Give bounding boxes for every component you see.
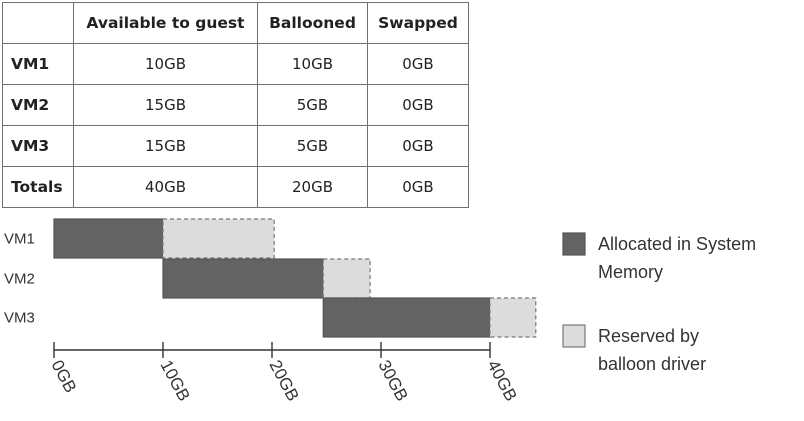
cell-ballooned: 5GB xyxy=(257,84,368,126)
header-cell-available: Available to guest xyxy=(73,2,258,44)
vm-row-label: VM2 xyxy=(4,271,35,288)
cell-ballooned: 20GB xyxy=(257,166,368,208)
cell-available: 40GB xyxy=(73,166,258,208)
header-cell-swapped: Swapped xyxy=(367,2,469,44)
x-tick-label: 10GB xyxy=(156,357,193,404)
memory-table: Available to guest Ballooned Swapped VM1… xyxy=(2,2,469,208)
x-tick-label: 20GB xyxy=(265,357,302,404)
vm-row-label: VM1 xyxy=(4,231,35,248)
legend-label: Reserved by xyxy=(598,326,699,346)
cell-ballooned: 10GB xyxy=(257,43,368,85)
cell-available: 15GB xyxy=(73,84,258,126)
allocated-memory-bar xyxy=(162,258,324,299)
vm-row-label: VM3 xyxy=(4,310,35,327)
allocated-memory-bar xyxy=(322,297,491,338)
legend-swatch-allocated xyxy=(562,232,586,256)
header-cell-corner xyxy=(2,2,74,44)
cell-swapped: 0GB xyxy=(367,84,469,126)
table-header-row: Available to guest Ballooned Swapped xyxy=(2,2,469,44)
x-tick-label: 40GB xyxy=(483,357,520,404)
cell-available: 15GB xyxy=(73,125,258,167)
row-label: VM2 xyxy=(2,84,74,126)
row-label: VM1 xyxy=(2,43,74,85)
cell-swapped: 0GB xyxy=(367,43,469,85)
header-cell-ballooned: Ballooned xyxy=(257,2,368,44)
table-row: VM1 10GB 10GB 0GB xyxy=(2,43,469,85)
reserved-balloon-bar xyxy=(322,258,371,299)
row-label: VM3 xyxy=(2,125,74,167)
table-row-totals: Totals 40GB 20GB 0GB xyxy=(2,166,469,208)
legend-label: Allocated in System xyxy=(598,234,756,254)
legend-swatch-reserved xyxy=(562,324,586,348)
reserved-balloon-bar xyxy=(489,297,537,338)
cell-swapped: 0GB xyxy=(367,125,469,167)
row-label: Totals xyxy=(2,166,74,208)
legend-label: Memory xyxy=(598,262,663,282)
table-row: VM3 15GB 5GB 0GB xyxy=(2,125,469,167)
cell-available: 10GB xyxy=(73,43,258,85)
cell-ballooned: 5GB xyxy=(257,125,368,167)
table-row: VM2 15GB 5GB 0GB xyxy=(2,84,469,126)
allocated-memory-bar xyxy=(53,218,164,259)
reserved-balloon-bar xyxy=(162,218,275,259)
x-tick-label: 30GB xyxy=(374,357,411,404)
x-tick-label: 0GB xyxy=(47,357,80,396)
cell-swapped: 0GB xyxy=(367,166,469,208)
legend-label: balloon driver xyxy=(598,354,706,374)
